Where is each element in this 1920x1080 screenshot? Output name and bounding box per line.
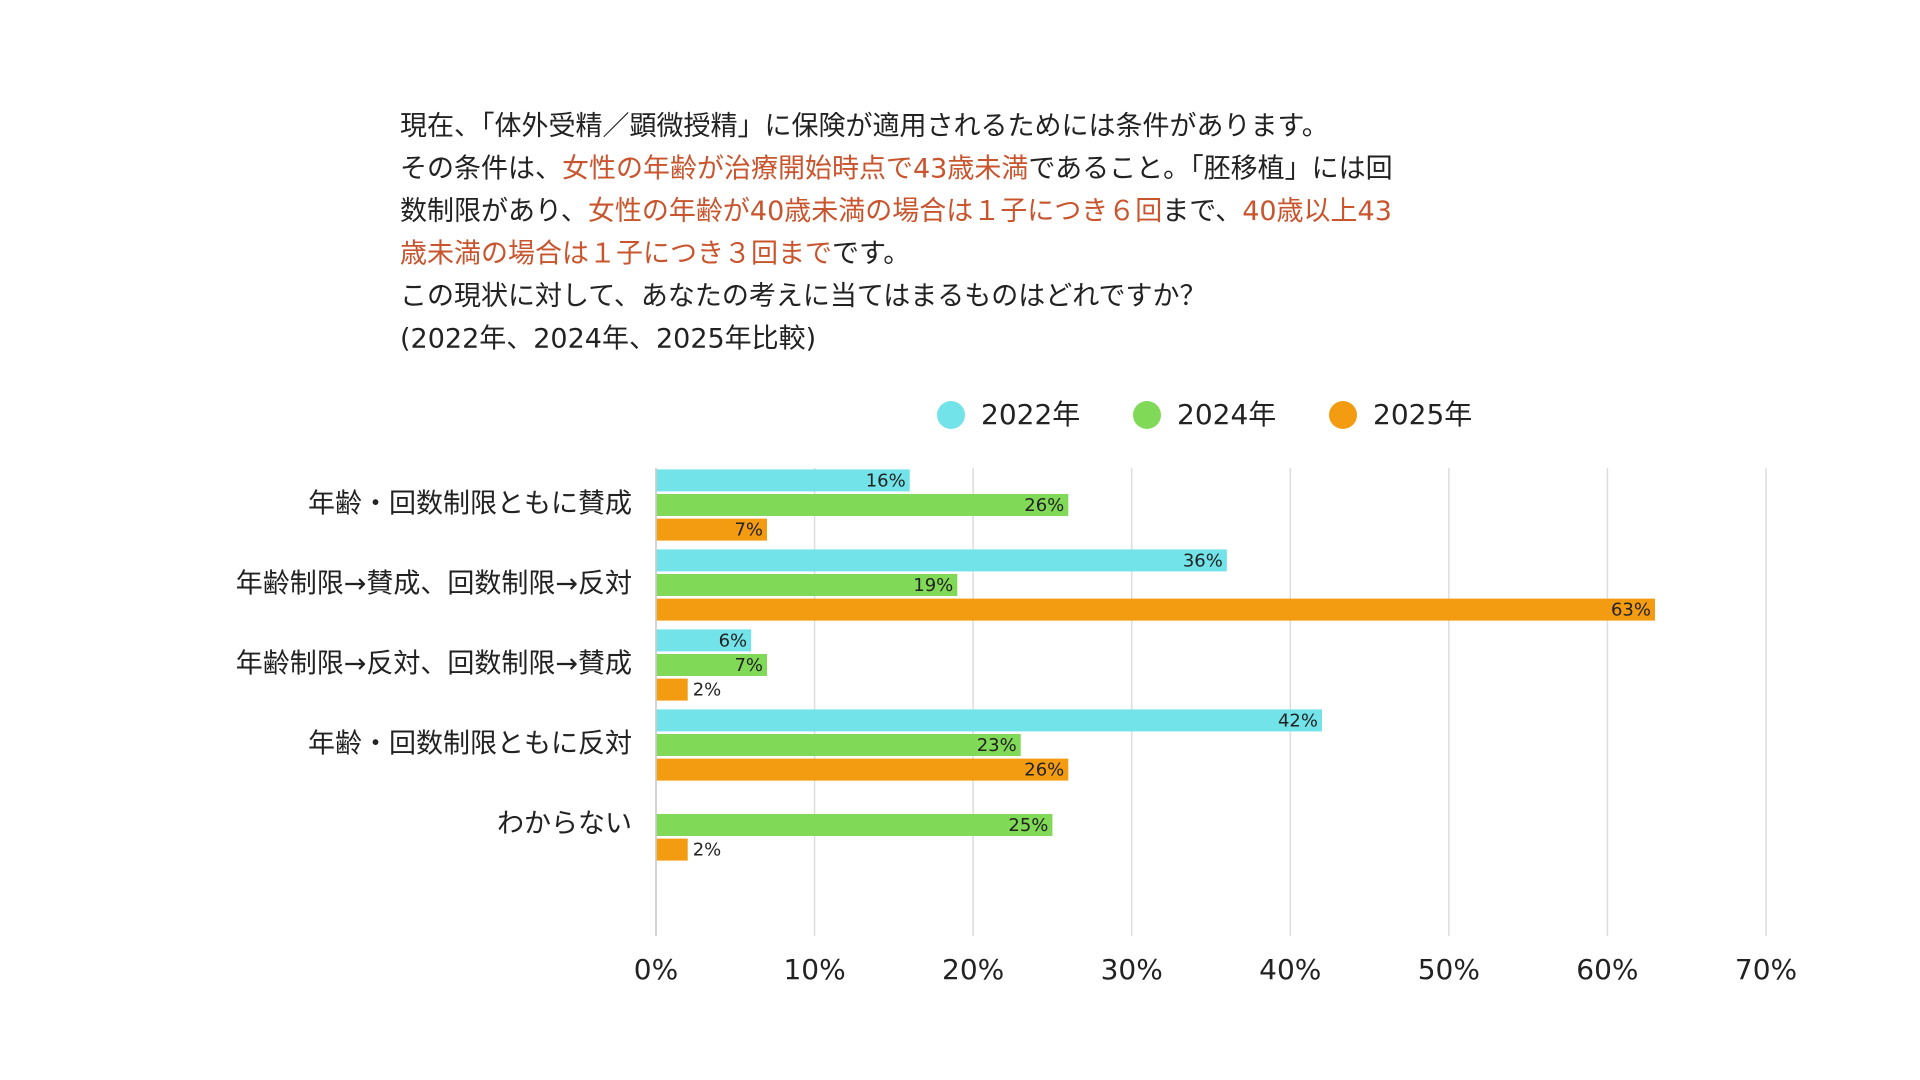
value-label: 26% xyxy=(1024,760,1064,781)
category-label: 年齢制限→反対、回数制限→賛成 xyxy=(236,649,632,680)
description-line: 現在、「体外受精／顕微授精」に保険が適用されるためには条件があります。 xyxy=(400,111,1329,142)
x-tick-label: 60% xyxy=(1576,953,1638,986)
value-label: 25% xyxy=(1008,815,1048,836)
value-label: 2% xyxy=(693,680,722,701)
bar xyxy=(656,838,688,861)
description-segment: 歳未満の場合は１子につき３回まで xyxy=(400,238,832,269)
value-label: 2% xyxy=(693,840,722,861)
bar xyxy=(656,629,752,652)
bar xyxy=(656,518,767,541)
description-segment: 数制限があり、 xyxy=(400,196,588,227)
description-line: 歳未満の場合は１子につき３回までです。 xyxy=(400,238,910,269)
description-line: その条件は、女性の年齢が治療開始時点で43歳未満であること。「胚移植」には回 xyxy=(400,153,1393,184)
bar xyxy=(656,709,1322,732)
x-tick-label: 50% xyxy=(1418,953,1480,986)
category-label: 年齢制限→賛成、回数制限→反対 xyxy=(236,569,632,600)
description-segment: であること。「胚移植」には回 xyxy=(1028,153,1392,184)
value-label: 19% xyxy=(913,575,953,596)
description-segment: 40歳以上43 xyxy=(1242,196,1392,227)
category-label: わからない xyxy=(497,809,632,840)
category-label: 年齢・回数制限ともに反対 xyxy=(308,729,632,760)
bar xyxy=(656,814,1053,836)
x-tick-label: 20% xyxy=(942,953,1004,986)
description-segment: です。 xyxy=(832,238,910,269)
description-segment: まで、 xyxy=(1162,196,1242,227)
bar xyxy=(656,574,958,596)
legend-label: 2022年 xyxy=(981,398,1080,431)
bar xyxy=(656,469,910,492)
x-tick-label: 30% xyxy=(1101,953,1163,986)
description-segment: 女性の年齢が40歳未満の場合は１子につき６回 xyxy=(588,196,1162,227)
value-label: 23% xyxy=(977,735,1017,756)
legend-marker xyxy=(937,401,965,429)
category-label: 年齢・回数制限ともに賛成 xyxy=(308,489,632,520)
legend-label: 2025年 xyxy=(1373,398,1472,431)
description-line: (2022年、2024年、2025年比較) xyxy=(400,323,816,354)
bar xyxy=(656,598,1655,621)
description-segment: この現状に対して、あなたの考えに当てはまるものはどれですか？ xyxy=(400,281,1207,312)
bar xyxy=(656,758,1069,781)
bar xyxy=(656,549,1227,572)
description-line: この現状に対して、あなたの考えに当てはまるものはどれですか？ xyxy=(400,281,1207,312)
value-label: 7% xyxy=(734,655,763,676)
description-segment: 女性の年齢が治療開始時点で43歳未満 xyxy=(562,153,1028,184)
x-tick-label: 10% xyxy=(783,953,845,986)
description-segment: 現在、「体外受精／顕微授精」に保険が適用されるためには条件があります。 xyxy=(400,111,1329,142)
x-tick-label: 70% xyxy=(1735,953,1797,986)
x-tick-label: 0% xyxy=(634,953,678,986)
bar xyxy=(656,494,1069,516)
value-label: 26% xyxy=(1024,495,1064,516)
value-label: 63% xyxy=(1611,600,1651,621)
bar xyxy=(656,678,688,701)
legend-marker xyxy=(1133,401,1161,429)
description-segment: その条件は、 xyxy=(400,153,562,184)
legend-marker xyxy=(1329,401,1357,429)
description-segment: (2022年、2024年、2025年比較) xyxy=(400,323,816,354)
value-label: 42% xyxy=(1278,710,1318,731)
value-label: 36% xyxy=(1183,550,1223,571)
description-line: 数制限があり、女性の年齢が40歳未満の場合は１子につき６回まで、40歳以上43 xyxy=(400,196,1392,227)
x-tick-label: 40% xyxy=(1259,953,1321,986)
value-label: 6% xyxy=(719,630,748,651)
legend-label: 2024年 xyxy=(1177,398,1276,431)
bar xyxy=(656,734,1021,756)
bar xyxy=(656,654,767,676)
value-label: 16% xyxy=(866,470,906,491)
value-label: 7% xyxy=(734,520,763,541)
